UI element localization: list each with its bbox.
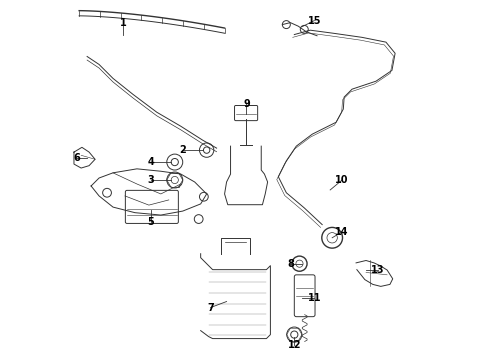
- Text: 1: 1: [120, 18, 126, 28]
- Text: 3: 3: [147, 175, 154, 185]
- Text: 8: 8: [286, 259, 293, 269]
- Text: 14: 14: [335, 227, 348, 237]
- Text: 15: 15: [307, 15, 320, 26]
- Text: 9: 9: [243, 99, 249, 109]
- Text: 7: 7: [207, 302, 214, 312]
- Text: 10: 10: [335, 175, 348, 185]
- Text: 5: 5: [147, 217, 154, 227]
- Text: 11: 11: [307, 293, 320, 302]
- Text: 12: 12: [287, 340, 301, 350]
- Text: 6: 6: [73, 153, 80, 163]
- Text: 13: 13: [370, 265, 384, 275]
- Text: 2: 2: [179, 145, 186, 155]
- Text: 4: 4: [147, 157, 154, 167]
